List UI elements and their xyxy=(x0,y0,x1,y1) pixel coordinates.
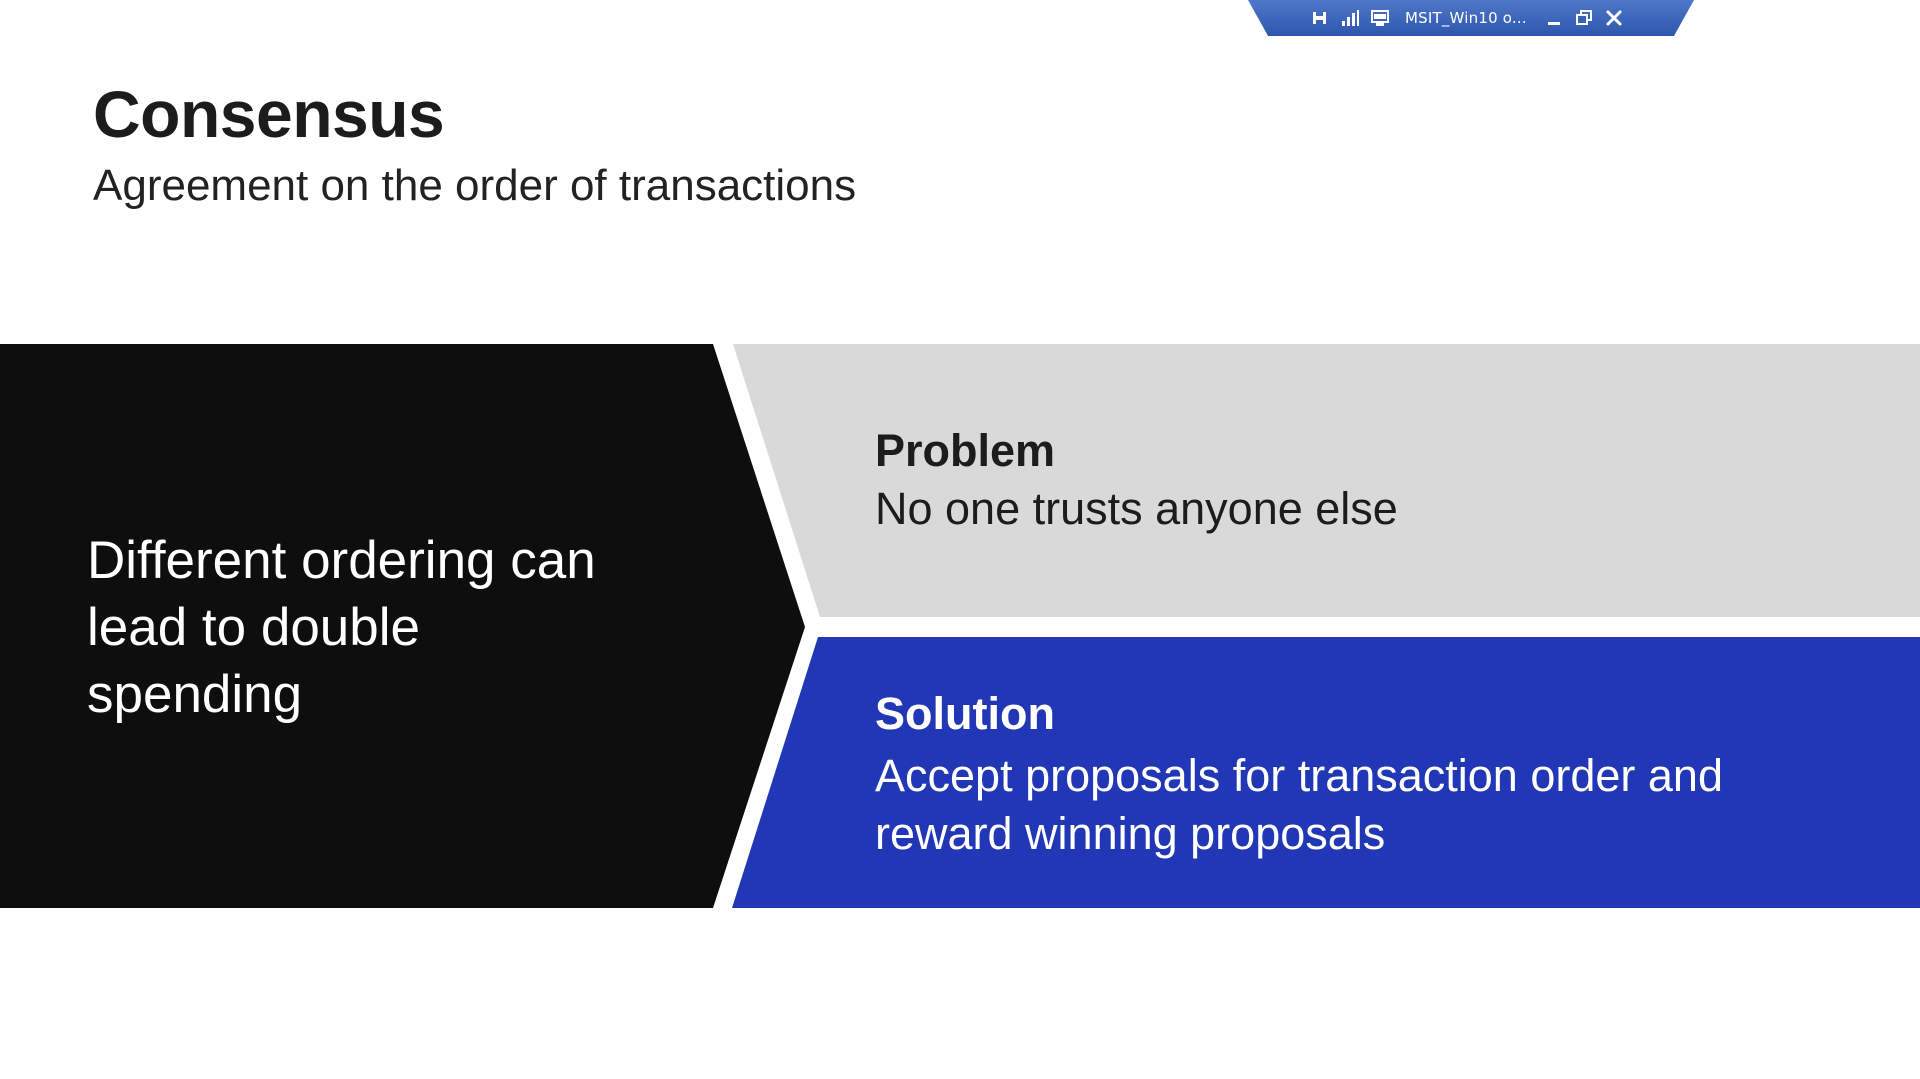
minimize-icon[interactable] xyxy=(1539,4,1569,32)
close-icon[interactable] xyxy=(1599,4,1629,32)
signal-icon[interactable] xyxy=(1335,4,1365,32)
problem-heading: Problem xyxy=(875,425,1056,476)
monitor-icon[interactable] xyxy=(1365,4,1395,32)
solution-heading: Solution xyxy=(875,688,1055,739)
left-panel-text: Different ordering can lead to double sp… xyxy=(87,531,596,724)
problem-text: No one trusts anyone else xyxy=(875,483,1398,534)
slide-title: Consensus xyxy=(93,77,445,151)
slide-subtitle: Agreement on the order of transactions xyxy=(93,161,857,210)
remote-desktop-bar-controls: MSIT_Win10 o... xyxy=(1305,0,1629,36)
remote-session-title: MSIT_Win10 o... xyxy=(1405,9,1527,27)
left-chevron-panel xyxy=(0,344,805,908)
solution-text: Accept proposals for transaction order a… xyxy=(875,750,1723,859)
solution-panel xyxy=(732,637,1920,908)
restore-icon[interactable] xyxy=(1569,4,1599,32)
problem-panel xyxy=(733,344,1920,617)
pin-icon[interactable] xyxy=(1305,4,1335,32)
remote-desktop-bar[interactable]: MSIT_Win10 o... xyxy=(1248,0,1694,36)
